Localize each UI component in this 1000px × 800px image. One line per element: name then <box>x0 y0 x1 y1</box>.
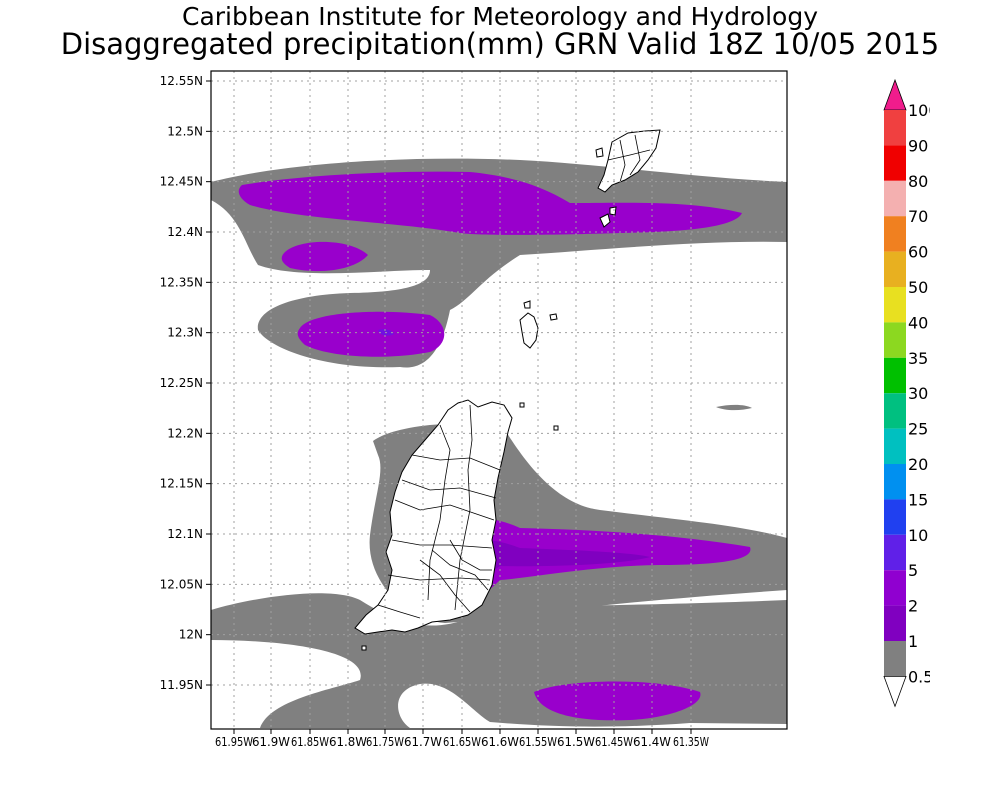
islet-7 <box>361 645 367 651</box>
lat-tick-label: 12.45N <box>160 175 203 189</box>
island-outlines <box>354 129 661 651</box>
lat-tick-label: 12.15N <box>160 477 203 491</box>
islet-2 <box>609 206 617 216</box>
lon-tick-label: 61.8W <box>329 735 367 749</box>
legend-label: 2 <box>908 597 918 616</box>
grid-lines <box>211 71 787 729</box>
plot-frame <box>210 70 788 730</box>
legend-label: 80 <box>908 172 928 191</box>
legend-swatch <box>884 322 906 358</box>
islet-4 <box>549 313 558 321</box>
lon-tick-label: 61.65W <box>443 735 481 749</box>
legend-label: 70 <box>908 207 928 226</box>
legend-label: 5 <box>908 561 918 580</box>
legend-label: 40 <box>908 313 928 332</box>
lat-tick-label: 12N <box>179 628 203 642</box>
islet-3 <box>523 300 531 309</box>
legend-label: 60 <box>908 243 928 262</box>
legend-label: 10 <box>908 526 928 545</box>
lat-tick-label: 12.2N <box>167 426 203 440</box>
legend-swatch <box>884 499 906 535</box>
color-legend: 100 90 80 70 60 50 40 35 30 25 20 15 10 5 2 1 0.5 <box>883 78 930 708</box>
lon-tick-label: 61.85W <box>291 735 329 749</box>
map-title: Caribbean Institute for Meteorology and … <box>182 2 818 31</box>
lat-tick-label: 12.1N <box>167 527 203 541</box>
carriacou-island <box>597 129 661 193</box>
lon-tick-label: 61.7W <box>404 735 442 749</box>
legend-swatch <box>884 110 906 146</box>
legend-swatch <box>884 251 906 287</box>
lat-tick-label: 12.4N <box>167 225 203 239</box>
lat-tick-label: 12.55N <box>160 74 203 88</box>
legend-swatch <box>884 605 906 641</box>
islet-6 <box>553 425 559 431</box>
lon-tick-label: 61.45W <box>595 735 633 749</box>
grenada-island <box>354 399 513 635</box>
legend-label: 50 <box>908 278 928 297</box>
map-subtitle: Disaggregated precipitation(mm) GRN Vali… <box>60 27 940 61</box>
legend-swatch <box>884 428 906 464</box>
legend-swatch <box>884 216 906 252</box>
legend-swatch <box>884 641 906 677</box>
lat-tick-label: 12.35N <box>160 275 203 289</box>
lat-tick-label: 12.3N <box>167 326 203 340</box>
legend-label: 20 <box>908 455 928 474</box>
legend-label: 25 <box>908 420 928 439</box>
legend-swatch <box>884 287 906 323</box>
legend-label: 90 <box>908 136 928 155</box>
islet-1 <box>599 213 611 228</box>
islet-5 <box>519 402 525 408</box>
legend-swatch <box>884 534 906 571</box>
lon-tick-label: 61.35W <box>673 735 709 749</box>
axes: 12.55N 12.5N 12.45N 12.4N 12.35N 12.3N 12.25N 1… <box>160 74 709 749</box>
legend-swatch <box>884 145 906 181</box>
lon-tick-label: 61.5W <box>557 735 595 749</box>
lon-tick-label: 61.55W <box>519 735 557 749</box>
legend-label: 100 <box>908 101 930 120</box>
legend-label: 35 <box>908 349 928 368</box>
lon-tick-label: 61.75W <box>366 735 404 749</box>
legend-swatch <box>884 357 906 394</box>
petite-martinique-island <box>595 147 604 158</box>
legend-arrow-bottom <box>883 676 907 708</box>
legend-label: 15 <box>908 490 928 509</box>
legend-swatch <box>884 393 906 429</box>
lat-tick-label: 12.05N <box>160 577 203 591</box>
lon-tick-label: 61.95W <box>215 735 253 749</box>
legend-swatch <box>884 464 906 500</box>
legend-swatch <box>884 570 906 606</box>
lat-tick-label: 12.5N <box>167 124 203 138</box>
ronde-island <box>519 312 539 349</box>
legend-label: 30 <box>908 384 928 403</box>
legend-arrow-top <box>883 78 907 111</box>
lon-tick-label: 61.6W <box>481 735 519 749</box>
lat-tick-label: 12.25N <box>160 376 203 390</box>
legend-label: 0.5 <box>908 667 930 686</box>
lon-tick-label: 61.4W <box>633 735 671 749</box>
lat-tick-label: 11.95N <box>160 678 203 692</box>
legend-swatch <box>884 180 906 217</box>
lon-tick-label: 61.9W <box>252 735 290 749</box>
legend-label: 1 <box>908 632 918 651</box>
